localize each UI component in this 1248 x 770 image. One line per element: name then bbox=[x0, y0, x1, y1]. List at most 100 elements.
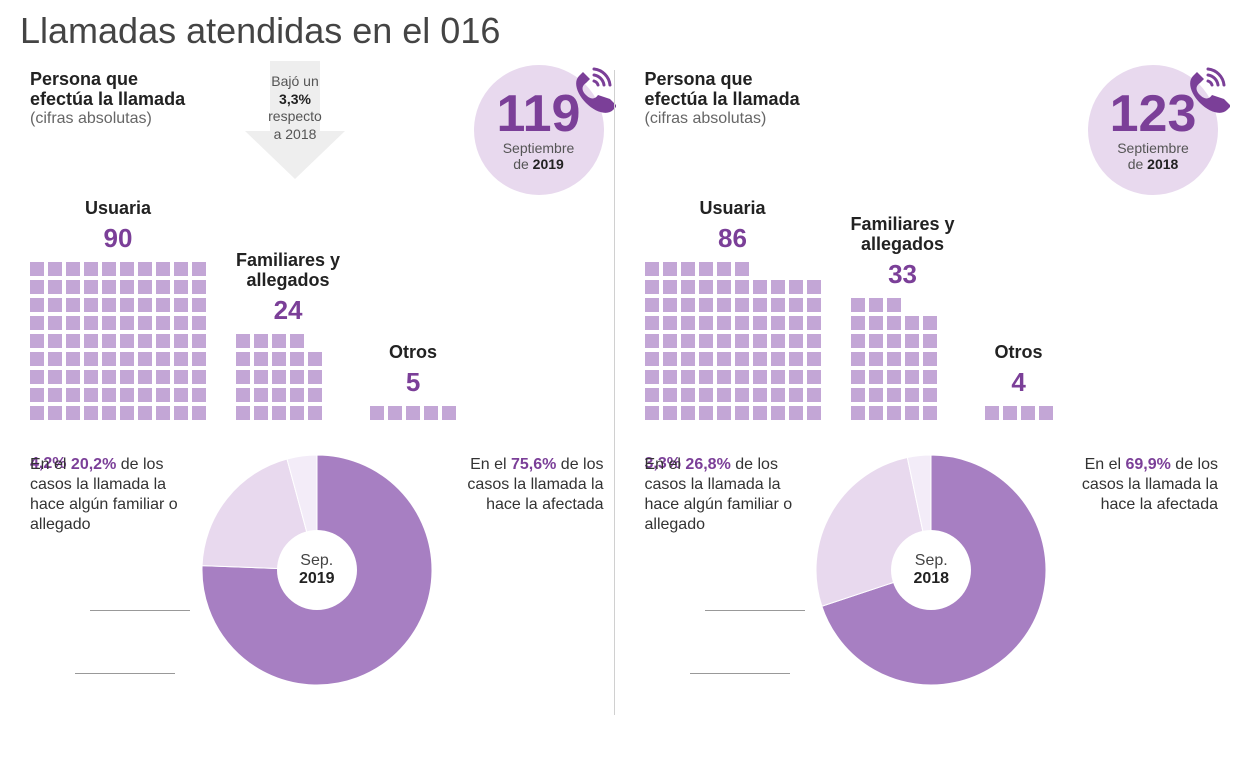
unit-square bbox=[84, 334, 98, 348]
picto-group-2: Otros 5 bbox=[370, 342, 456, 420]
unit-square bbox=[735, 406, 749, 420]
unit-square bbox=[663, 370, 677, 384]
unit-square bbox=[192, 406, 206, 420]
unit-square bbox=[753, 352, 767, 366]
unit-square bbox=[308, 352, 322, 366]
unit-grid bbox=[370, 406, 456, 420]
unit-square bbox=[645, 280, 659, 294]
unit-square bbox=[30, 370, 44, 384]
unit-square bbox=[771, 370, 785, 384]
unit-square bbox=[138, 388, 152, 402]
unit-square bbox=[807, 280, 821, 294]
unit-square bbox=[308, 406, 322, 420]
unit-square bbox=[923, 334, 937, 348]
unit-square bbox=[735, 334, 749, 348]
unit-square bbox=[156, 316, 170, 330]
unit-square bbox=[851, 316, 865, 330]
picto-label: Familiares yallegados bbox=[236, 251, 340, 291]
unit-square bbox=[66, 280, 80, 294]
donut-label-right: En el 69,9% de los casos la llamada la h… bbox=[1068, 455, 1218, 515]
unit-square bbox=[192, 316, 206, 330]
unit-square bbox=[138, 406, 152, 420]
section-title-block: Persona queefectúa la llamada (cifras ab… bbox=[645, 70, 800, 128]
unit-square bbox=[272, 352, 286, 366]
picto-value: 33 bbox=[851, 259, 955, 290]
unit-square bbox=[699, 334, 713, 348]
unit-square bbox=[807, 406, 821, 420]
unit-grid bbox=[645, 262, 821, 420]
unit-square bbox=[102, 316, 116, 330]
page-title: Llamadas atendidas en el 016 bbox=[20, 10, 1228, 52]
unit-square bbox=[48, 316, 62, 330]
unit-square bbox=[985, 406, 999, 420]
unit-square bbox=[192, 388, 206, 402]
picto-value: 90 bbox=[30, 223, 206, 254]
picto-group-2: Otros 4 bbox=[985, 342, 1053, 420]
unit-square bbox=[771, 406, 785, 420]
leader-line bbox=[690, 673, 790, 674]
unit-square bbox=[717, 334, 731, 348]
unit-square bbox=[753, 406, 767, 420]
unit-square bbox=[236, 352, 250, 366]
unit-square bbox=[424, 406, 438, 420]
unit-square bbox=[84, 406, 98, 420]
donut-label-left: En el 26,8% de los casos la llamada la h… bbox=[645, 455, 795, 535]
unit-square bbox=[48, 262, 62, 276]
unit-grid bbox=[985, 406, 1053, 420]
donut-wrap: Sep.2018 En el 69,9% de los casos la llam… bbox=[645, 455, 1219, 715]
badge-date: Septiembrede 2018 bbox=[1117, 140, 1189, 172]
unit-square bbox=[905, 370, 919, 384]
unit-square bbox=[681, 388, 695, 402]
unit-grid bbox=[30, 262, 206, 420]
unit-square bbox=[663, 406, 677, 420]
panel-1: Persona queefectúa la llamada (cifras ab… bbox=[614, 70, 1229, 715]
unit-square bbox=[254, 334, 268, 348]
unit-square bbox=[138, 352, 152, 366]
unit-square bbox=[735, 388, 749, 402]
donut-center-label: Sep.2018 bbox=[891, 530, 971, 610]
unit-square bbox=[681, 406, 695, 420]
unit-square bbox=[789, 352, 803, 366]
unit-square bbox=[370, 406, 384, 420]
unit-square bbox=[236, 406, 250, 420]
unit-square bbox=[156, 352, 170, 366]
section-title: Persona queefectúa la llamada bbox=[645, 70, 800, 110]
unit-square bbox=[156, 388, 170, 402]
unit-square bbox=[66, 370, 80, 384]
unit-square bbox=[923, 316, 937, 330]
unit-square bbox=[236, 388, 250, 402]
unit-square bbox=[771, 316, 785, 330]
unit-square bbox=[254, 370, 268, 384]
unit-square bbox=[869, 334, 883, 348]
unit-square bbox=[156, 298, 170, 312]
picto-group-0: Usuaria 86 bbox=[645, 198, 821, 420]
unit-square bbox=[120, 352, 134, 366]
unit-square bbox=[681, 334, 695, 348]
unit-square bbox=[174, 352, 188, 366]
unit-square bbox=[753, 388, 767, 402]
unit-square bbox=[699, 370, 713, 384]
unit-square bbox=[308, 370, 322, 384]
unit-square bbox=[102, 352, 116, 366]
unit-square bbox=[735, 352, 749, 366]
unit-square bbox=[120, 370, 134, 384]
unit-square bbox=[789, 370, 803, 384]
unit-square bbox=[66, 334, 80, 348]
unit-square bbox=[30, 352, 44, 366]
unit-square bbox=[851, 334, 865, 348]
unit-square bbox=[174, 262, 188, 276]
donut-label-left: En el 20,2% de los casos la llamada la h… bbox=[30, 455, 180, 535]
unit-square bbox=[48, 352, 62, 366]
unit-square bbox=[1021, 406, 1035, 420]
unit-grid bbox=[851, 298, 955, 420]
unit-square bbox=[905, 334, 919, 348]
badge-date: Septiembrede 2019 bbox=[503, 140, 575, 172]
unit-square bbox=[851, 298, 865, 312]
unit-square bbox=[254, 388, 268, 402]
unit-square bbox=[102, 388, 116, 402]
unit-square bbox=[717, 280, 731, 294]
unit-square bbox=[102, 298, 116, 312]
unit-square bbox=[236, 334, 250, 348]
unit-square bbox=[290, 388, 304, 402]
unit-square bbox=[272, 388, 286, 402]
